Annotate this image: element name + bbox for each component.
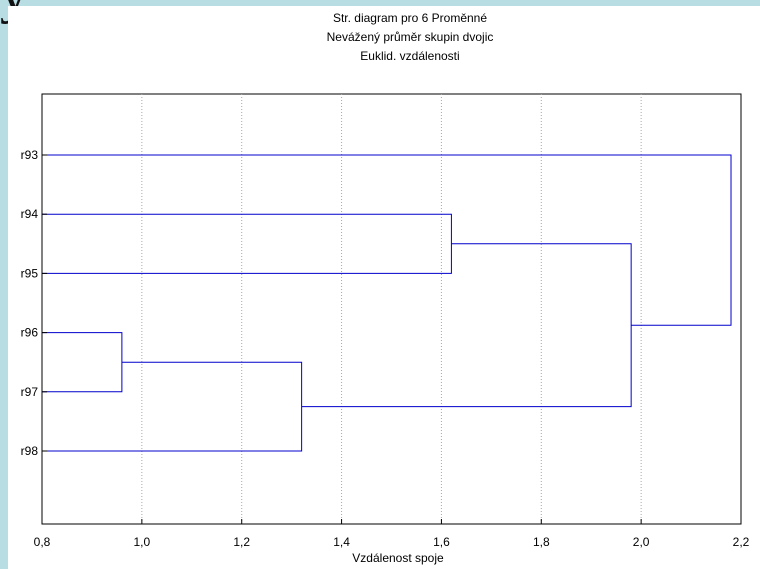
dendrogram-link — [42, 213, 452, 274]
leaf-label: r97 — [21, 385, 39, 399]
plot-frame — [41, 93, 742, 525]
leaf-label: r95 — [21, 266, 39, 280]
leaf-label: r94 — [21, 207, 39, 221]
dendrogram-chart: Str. diagram pro 6 Proměnné Nevážený prů… — [21, 11, 750, 565]
leaf-label: r93 — [21, 148, 39, 162]
dendrogram-link — [42, 332, 123, 393]
dendrogram-link — [301, 243, 632, 408]
x-tick-label: 1,6 — [433, 535, 450, 549]
dendrogram-link — [42, 361, 303, 452]
chart-title-line-1: Str. diagram pro 6 Proměnné — [333, 11, 487, 25]
leaf-label: r96 — [21, 326, 39, 340]
x-axis-label: Vzdálenost spoje — [352, 551, 444, 565]
chart-panel: Str. diagram pro 6 Proměnné Nevážený prů… — [8, 6, 760, 569]
x-tick-label: 1,4 — [333, 535, 350, 549]
leaf-label: r98 — [21, 444, 39, 458]
x-tick-label: 2,0 — [633, 535, 650, 549]
x-tick-label: 1,8 — [533, 535, 550, 549]
ticks-layer: 0,8 1,0 1,2 1,4 1,6 1,8 2,0 2,2 — [34, 519, 750, 549]
dendrogram-link — [42, 154, 732, 326]
grid-layer — [141, 94, 642, 524]
x-tick-label: 1,2 — [233, 535, 250, 549]
chart-title-line-2: Nevážený průměr skupin dvojic — [327, 30, 494, 44]
leaf-label-layer: r93 r94 r95 r96 r97 r98 — [21, 148, 47, 458]
chart-title-line-3: Euklid. vzdálenosti — [360, 49, 459, 63]
x-tick-label: 0,8 — [34, 535, 51, 549]
x-tick-label: 1,0 — [134, 535, 151, 549]
x-tick-label: 2,2 — [733, 535, 750, 549]
links-layer — [42, 154, 732, 452]
